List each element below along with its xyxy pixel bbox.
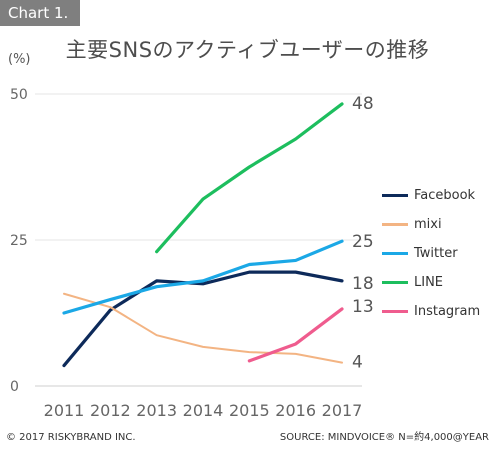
data-label-instagram: 13	[352, 297, 374, 317]
y-axis-unit-label: (%)	[8, 52, 31, 67]
y-tick-label: 0	[10, 379, 19, 395]
x-tick-label: 2013	[136, 401, 177, 420]
series-line-twitter	[62, 239, 344, 315]
data-label-twitter: 25	[352, 232, 374, 252]
copyright-text: © 2017 RISKYBRAND INC.	[6, 432, 136, 443]
series-line-instagram	[247, 307, 344, 363]
y-tick-label: 50	[10, 87, 28, 103]
series-line-facebook	[62, 270, 344, 368]
legend-item-facebook: Facebook	[382, 181, 492, 210]
series-line-mixi	[63, 292, 343, 364]
legend-swatch	[382, 310, 408, 313]
data-label-facebook: 18	[352, 274, 374, 294]
y-tick-label: 25	[10, 233, 28, 249]
data-label-line: 48	[352, 94, 374, 114]
legend-label: Twitter	[414, 246, 458, 261]
x-tick-label: 2015	[229, 401, 270, 420]
legend-label: LINE	[414, 275, 444, 290]
legend-label: mixi	[414, 217, 442, 232]
legend-item-mixi: mixi	[382, 210, 492, 239]
x-tick-label: 2017	[322, 401, 363, 420]
chart-title: 主要SNSのアクティブユーザーの推移	[65, 38, 430, 62]
legend-label: Instagram	[414, 304, 481, 319]
x-tick-label: 2016	[275, 401, 316, 420]
legend-swatch	[382, 223, 408, 226]
legend-item-instagram: Instagram	[382, 297, 492, 326]
x-tick-label: 2012	[90, 401, 131, 420]
legend-item-line: LINE	[382, 268, 492, 297]
legend-swatch	[382, 281, 408, 284]
x-tick-label: 2011	[44, 401, 85, 420]
legend-swatch	[382, 194, 408, 197]
data-label-mixi: 4	[352, 353, 363, 373]
series-line-line	[155, 102, 344, 254]
legend-label: Facebook	[414, 188, 476, 203]
legend-swatch	[382, 252, 408, 255]
chart-number-tag: Chart 1.	[0, 0, 80, 26]
x-tick-label: 2014	[183, 401, 224, 420]
chart-legend: Facebook mixi Twitter LINE Instagram	[382, 181, 492, 326]
legend-item-twitter: Twitter	[382, 239, 492, 268]
source-text: SOURCE: MINDVOICE® N=約4,000@YEAR	[279, 432, 489, 443]
